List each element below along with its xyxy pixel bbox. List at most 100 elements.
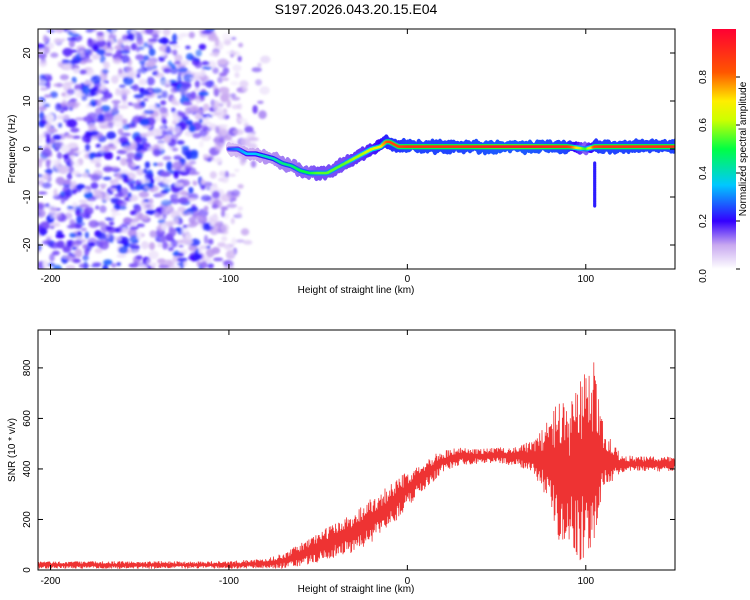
noise-blob — [159, 124, 165, 131]
noise-blob — [118, 199, 125, 203]
noise-blob — [215, 126, 220, 134]
noise-blob — [138, 264, 148, 269]
noise-blob — [44, 203, 50, 207]
noise-blob — [46, 29, 56, 33]
noise-blob — [151, 266, 156, 269]
noise-blob — [79, 203, 90, 208]
noise-blob — [66, 172, 73, 180]
noise-blob — [126, 152, 136, 159]
noise-blob — [185, 45, 191, 50]
noise-blob — [171, 147, 179, 152]
noise-blob — [222, 32, 232, 41]
noise-blob — [114, 45, 123, 50]
noise-blob — [188, 244, 198, 252]
noise-blob — [74, 117, 85, 121]
noise-blob — [60, 110, 64, 114]
noise-blob — [168, 246, 174, 252]
noise-blob — [203, 234, 209, 244]
noise-blob — [99, 146, 105, 153]
noise-blob — [95, 90, 102, 95]
noise-blob — [60, 197, 66, 204]
y-tick-label: 10 — [22, 95, 33, 107]
noise-blob — [134, 135, 142, 144]
x-tick-label: -200 — [40, 274, 60, 285]
x-tick-label: 100 — [577, 576, 594, 587]
noise-blob — [69, 98, 78, 102]
noise-blob — [97, 232, 107, 241]
noise-blob — [67, 101, 79, 109]
noise-blob — [138, 87, 145, 93]
noise-blob — [207, 158, 212, 162]
noise-blob — [163, 67, 171, 74]
noise-blob — [148, 198, 154, 204]
noise-blob — [59, 74, 69, 81]
noise-blob — [170, 239, 178, 248]
noise-blob — [129, 245, 141, 250]
noise-blob — [217, 242, 226, 248]
y-tick-label: 800 — [22, 359, 33, 376]
noise-blob — [65, 134, 74, 139]
noise-blob — [118, 105, 129, 109]
noise-blob — [127, 102, 133, 106]
noise-blob — [188, 186, 194, 194]
noise-blob — [88, 220, 99, 228]
noise-blob — [154, 72, 165, 78]
noise-blob — [177, 74, 182, 83]
noise-blob — [112, 57, 122, 64]
noise-blob — [95, 205, 100, 210]
noise-blob — [61, 115, 70, 119]
noise-blob — [66, 88, 76, 95]
noise-blob — [129, 235, 140, 244]
noise-blob — [81, 94, 88, 101]
noise-blob — [71, 34, 83, 42]
noise-blob — [154, 176, 162, 182]
noise-blob — [199, 245, 208, 250]
noise-blob — [38, 134, 44, 144]
noise-blob — [189, 149, 199, 157]
noise-blob — [96, 48, 106, 56]
y-tick-label: 0 — [22, 567, 33, 573]
noise-blob — [150, 262, 157, 267]
noise-blob — [171, 45, 180, 48]
noise-blob — [82, 254, 89, 261]
noise-blob — [171, 97, 177, 105]
noise-blob — [84, 81, 91, 85]
noise-blob — [168, 225, 174, 232]
noise-blob — [111, 214, 116, 219]
noise-blob — [119, 84, 126, 89]
noise-blob — [226, 50, 234, 55]
noise-blob — [193, 253, 203, 260]
noise-blob — [108, 221, 115, 226]
noise-blob — [63, 62, 73, 71]
noise-blob — [38, 157, 47, 163]
noise-blob — [38, 174, 43, 178]
noise-blob — [64, 189, 75, 196]
noise-blob — [201, 30, 213, 35]
noise-blob — [230, 81, 239, 86]
colorbar-label: Normalized spectral amplitude — [738, 81, 749, 216]
noise-blob — [221, 209, 226, 218]
noise-blob — [178, 244, 184, 248]
noise-blob — [38, 244, 42, 252]
noise-blob — [221, 77, 229, 81]
noise-blob — [231, 96, 241, 101]
noise-blob — [130, 218, 140, 223]
noise-blob — [200, 184, 206, 190]
noise-blob — [96, 39, 107, 48]
noise-blob — [174, 218, 180, 224]
noise-blob — [98, 85, 108, 92]
noise-blob — [200, 261, 208, 269]
noise-blob — [132, 84, 140, 92]
snr-x-ticks: -200 -100 0 100 — [40, 330, 595, 587]
noise-blob — [143, 198, 151, 203]
noise-blob — [219, 136, 225, 144]
noise-blob — [99, 54, 106, 64]
noise-blob — [104, 52, 113, 57]
noise-blob — [111, 75, 119, 84]
noise-blob — [177, 112, 186, 117]
noise-blob — [134, 151, 144, 159]
noise-blob — [65, 265, 76, 269]
noise-blob — [202, 103, 210, 112]
x-tick-label: -100 — [219, 576, 239, 587]
